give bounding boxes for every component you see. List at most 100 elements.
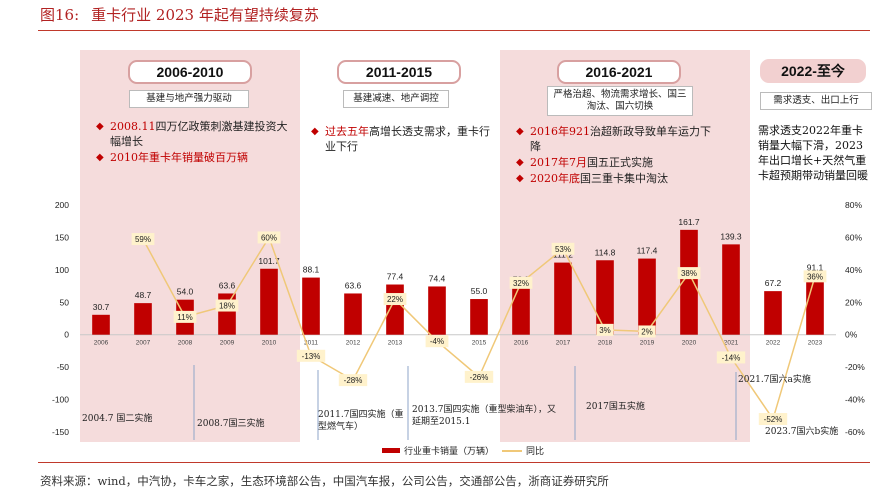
legend-label: 行业重卡销量（万辆） bbox=[404, 447, 495, 457]
bar-2010 bbox=[260, 268, 278, 335]
y-right-tick-label: 40% bbox=[845, 265, 862, 275]
figure-number: 图16: bbox=[40, 6, 80, 24]
bar-2012 bbox=[344, 293, 362, 335]
note-item: ◆ 过去五年高增长透支需求，重卡行业下行 bbox=[311, 124, 491, 154]
bar-2011 bbox=[302, 277, 320, 335]
x-category-label: 2016 bbox=[514, 340, 529, 347]
figure-title-text: 重卡行业 2023 年起有望持续复苏 bbox=[91, 6, 319, 24]
note-highlight: 过去五年 bbox=[325, 125, 369, 138]
emission-standard-note: 2023.7国六b实施 bbox=[765, 427, 839, 437]
legend-item-yoy: 同比 bbox=[502, 444, 544, 457]
yoy-label-box bbox=[677, 267, 701, 280]
bar-2021 bbox=[722, 244, 740, 335]
period-label-2006-2010: 2006-2010 bbox=[128, 60, 252, 84]
note-text: 治超新政导致单车运力下降 bbox=[530, 125, 711, 153]
bar-2014 bbox=[428, 286, 446, 335]
x-category-label: 2009 bbox=[220, 340, 235, 347]
y-right-tick-label: 60% bbox=[845, 232, 862, 242]
yoy-label-box bbox=[716, 351, 746, 364]
y-right-tick-label: 20% bbox=[845, 297, 862, 307]
x-category-label: 2018 bbox=[598, 340, 613, 347]
bar-2020 bbox=[680, 229, 698, 335]
bar-value-label: 117.4 bbox=[637, 246, 658, 256]
y-right-tick-label: -20% bbox=[845, 362, 865, 372]
legend-line-swatch bbox=[502, 449, 522, 452]
yoy-label-box bbox=[638, 325, 656, 338]
bar-value-label: 77.4 bbox=[387, 272, 404, 282]
yoy-label-box bbox=[131, 233, 155, 246]
bar-2017 bbox=[554, 262, 572, 335]
x-category-label: 2019 bbox=[640, 340, 655, 347]
y-left-tick-label: 50 bbox=[60, 297, 70, 307]
yoy-value-label: 11% bbox=[177, 313, 192, 322]
period-subtitle-2011-2015: 基建减速、地产调控 bbox=[343, 90, 449, 108]
yoy-label-box bbox=[257, 231, 281, 244]
x-category-label: 2010 bbox=[262, 340, 277, 347]
y-left-tick-label: -50 bbox=[57, 362, 70, 372]
note-highlight: 2017年7月 bbox=[530, 156, 587, 169]
yoy-value-label: 32% bbox=[513, 279, 529, 288]
y-left-tick-label: 200 bbox=[55, 200, 69, 210]
yoy-value-label: -28% bbox=[344, 376, 363, 385]
x-category-label: 2015 bbox=[472, 340, 487, 347]
yoy-value-label: -13% bbox=[302, 352, 321, 361]
y-left-tick-label: -100 bbox=[52, 395, 69, 405]
bar-value-label: 74.4 bbox=[429, 273, 446, 283]
y-left-tick-label: 0 bbox=[64, 330, 69, 340]
x-category-label: 2006 bbox=[94, 340, 109, 347]
bar-2006 bbox=[92, 314, 110, 335]
period-label-2011-2015: 2011-2015 bbox=[337, 60, 461, 84]
yoy-value-label: 2% bbox=[641, 327, 653, 336]
legend-bar-swatch bbox=[382, 448, 400, 453]
yoy-value-label: 53% bbox=[555, 245, 571, 254]
yoy-label-box bbox=[383, 293, 407, 306]
yoy-value-label: -4% bbox=[430, 337, 444, 346]
emission-standard-note: 2011.7国四实施（重型燃气车） bbox=[318, 410, 404, 432]
yoy-label-box bbox=[425, 335, 449, 348]
x-category-label: 2023 bbox=[808, 340, 823, 347]
y-left-tick-label: -150 bbox=[52, 427, 69, 437]
yoy-value-label: -14% bbox=[722, 353, 741, 362]
note-text: 重卡年销量破百万辆 bbox=[149, 151, 248, 164]
emission-standard-note: 2008.7国三实施 bbox=[197, 419, 265, 429]
yoy-label-box bbox=[551, 242, 575, 255]
bottom-rule bbox=[38, 462, 870, 463]
yoy-label-box bbox=[509, 276, 533, 289]
period-notes-2006-2010: ◆ 2008.11四万亿政策刺激基建投资大幅增长 ◆ 2010年重卡年销量破百万辆 bbox=[96, 119, 291, 166]
bar-2023 bbox=[806, 275, 824, 335]
y-left-tick-label: 100 bbox=[55, 265, 69, 275]
y-left-tick-label: 150 bbox=[55, 232, 69, 242]
x-category-label: 2021 bbox=[724, 340, 739, 347]
diamond-bullet-icon: ◆ bbox=[96, 152, 104, 163]
yoy-label-box bbox=[758, 413, 788, 426]
diamond-bullet-icon: ◆ bbox=[516, 173, 524, 184]
note-item: ◆ 2008.11四万亿政策刺激基建投资大幅增长 bbox=[96, 119, 291, 149]
bar-value-label: 63.6 bbox=[219, 280, 236, 290]
y-right-tick-label: -60% bbox=[845, 427, 865, 437]
yoy-value-label: 18% bbox=[219, 302, 235, 311]
bar-2022 bbox=[764, 291, 782, 335]
yoy-value-label: 36% bbox=[807, 272, 823, 281]
note-highlight: 2008.11 bbox=[110, 120, 156, 133]
note-item: ◆ 2010年重卡年销量破百万辆 bbox=[96, 150, 291, 165]
diamond-bullet-icon: ◆ bbox=[516, 157, 524, 168]
bar-2019 bbox=[638, 258, 656, 335]
note-text: 四万亿政策刺激基建投资大幅增长 bbox=[110, 120, 288, 148]
x-category-label: 2008 bbox=[178, 340, 193, 347]
bar-value-label: 161.7 bbox=[678, 217, 700, 227]
legend-item-sales: 行业重卡销量（万辆） bbox=[382, 444, 494, 457]
x-category-label: 2012 bbox=[346, 340, 361, 347]
yoy-value-label: 60% bbox=[261, 233, 277, 242]
yoy-value-label: 59% bbox=[135, 235, 151, 244]
yoy-label-box bbox=[173, 310, 197, 323]
yoy-value-label: -26% bbox=[470, 373, 489, 382]
bar-value-label: 114.8 bbox=[595, 247, 616, 257]
emission-standard-note: 2013.7国四实施（重型柴油车），又延期至2015.1 bbox=[412, 405, 556, 427]
bar-value-label: 55.0 bbox=[471, 286, 488, 296]
period-subtitle-2016-2021: 严格治超、物流需求增长、国三淘汰、国六切换 bbox=[547, 86, 693, 116]
period-label-2016-2021: 2016-2021 bbox=[557, 60, 681, 84]
period-notes-2016-2021: ◆ 2016年921治超新政导致单车运力下降 ◆ 2017年7月国五正式实施 ◆ 20… bbox=[516, 124, 716, 187]
note-highlight: 2016年921 bbox=[530, 125, 590, 138]
emission-standard-note: 2004.7 国二实施 bbox=[82, 414, 153, 424]
